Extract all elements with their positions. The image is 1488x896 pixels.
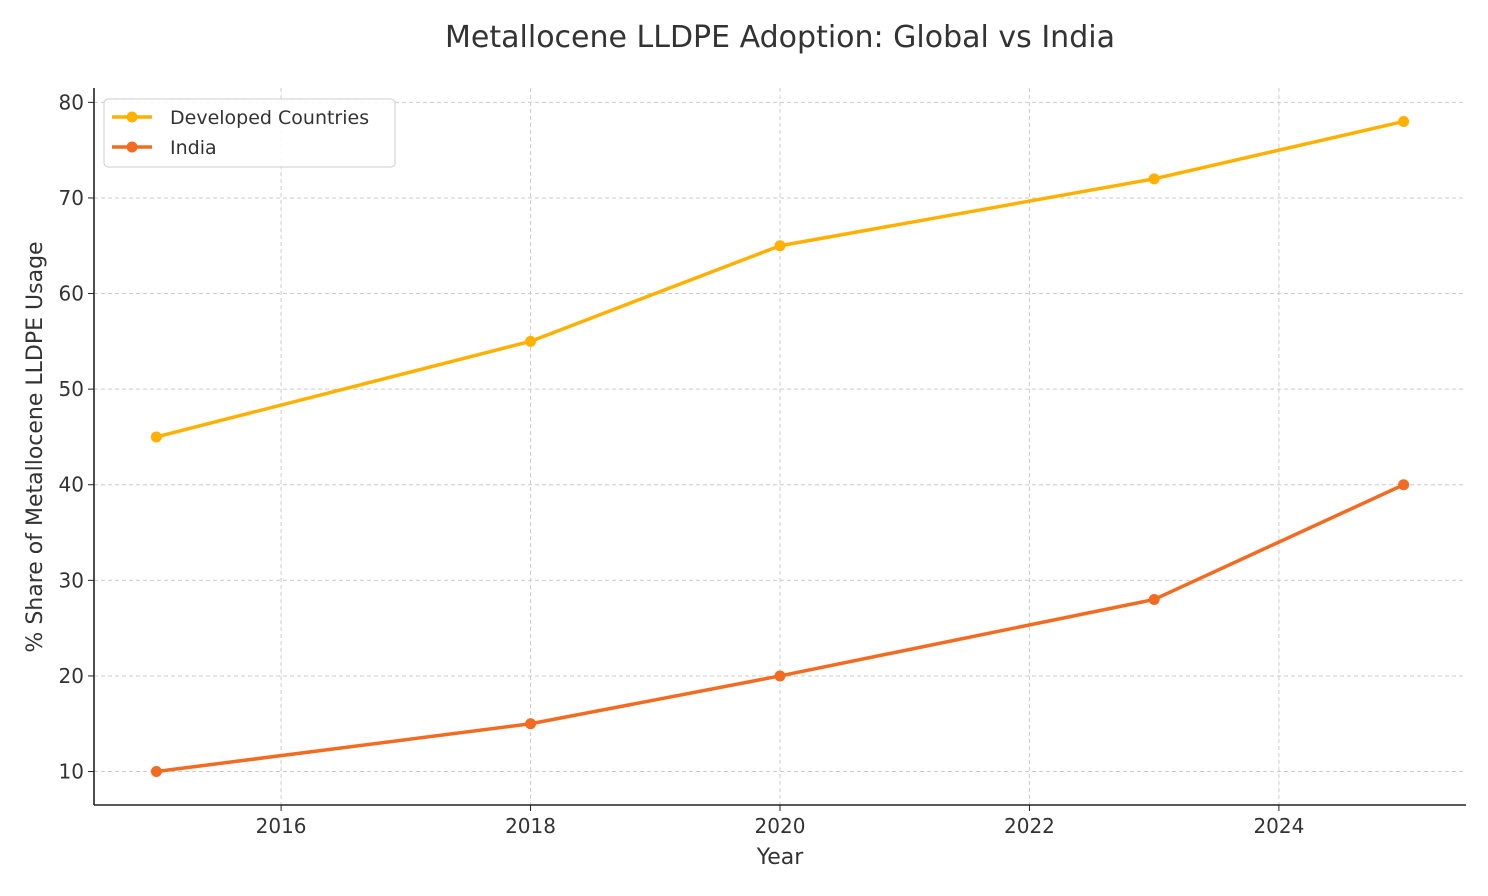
y-tick-label: 20 [59, 664, 84, 688]
grid [94, 88, 1466, 805]
y-tick-label: 70 [59, 186, 84, 210]
x-tick-label: 2018 [505, 814, 556, 838]
legend-label: Developed Countries [170, 107, 369, 129]
y-tick-label: 60 [59, 282, 84, 306]
legend: Developed Countries India [103, 98, 396, 168]
series-layer [150, 115, 1410, 778]
x-axis-label: Year [756, 845, 805, 870]
x-tick-label: 2016 [256, 814, 307, 838]
x-tick-label: 2022 [1004, 814, 1055, 838]
data-point [774, 240, 786, 252]
data-point [1148, 173, 1160, 185]
x-tick-label: 2020 [755, 814, 806, 838]
data-point [150, 431, 162, 443]
data-point [150, 766, 162, 778]
legend-marker-0 [126, 111, 138, 123]
y-tick-label: 50 [59, 377, 84, 401]
data-point [525, 335, 537, 347]
x-tick-label: 2024 [1253, 814, 1304, 838]
legend-marker-1 [126, 141, 138, 153]
ticks: 2016 2018 2020 2022 2024 10 20 30 40 50 60 70 80 [59, 90, 1305, 838]
y-tick-label: 80 [59, 90, 84, 114]
legend-box [103, 98, 396, 168]
data-point [1398, 115, 1410, 127]
chart-title: Metallocene LLDPE Adoption: Global vs In… [445, 20, 1115, 55]
y-tick-label: 10 [59, 760, 84, 784]
y-tick-label: 40 [59, 473, 84, 497]
legend-label: India [170, 137, 217, 159]
data-point [525, 718, 537, 730]
data-point [774, 670, 786, 682]
y-tick-label: 30 [59, 568, 84, 592]
data-point [1148, 593, 1160, 605]
data-point [1398, 479, 1410, 491]
y-axis-label: % Share of Metallocene LLDPE Usage [23, 241, 48, 652]
